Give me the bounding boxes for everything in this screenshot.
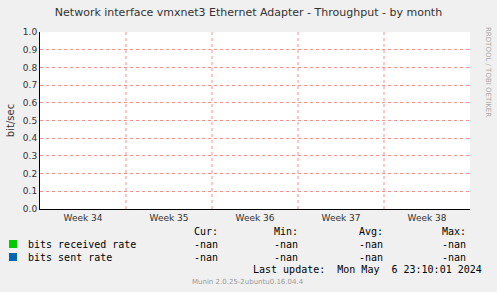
svg-text:0.2: 0.2	[23, 169, 37, 179]
svg-text:-nan: -nan	[194, 239, 218, 250]
svg-text:-nan: -nan	[442, 239, 466, 250]
svg-text:0.1: 0.1	[23, 186, 37, 196]
svg-text:-nan: -nan	[442, 252, 466, 263]
svg-text:bits sent rate: bits sent rate	[28, 252, 112, 263]
svg-text:bits received rate: bits received rate	[28, 239, 136, 250]
svg-text:Network interface vmxnet3 Ethe: Network interface vmxnet3 Ethernet Adapt…	[55, 6, 442, 19]
svg-text:Week 35: Week 35	[150, 213, 189, 223]
svg-text:Week 38: Week 38	[408, 213, 447, 223]
svg-text:0.8: 0.8	[23, 63, 38, 73]
svg-text:Week 34: Week 34	[64, 213, 103, 223]
svg-text:Max:: Max:	[442, 226, 466, 237]
svg-text:0.4: 0.4	[23, 133, 38, 143]
svg-text:0.0: 0.0	[23, 204, 38, 214]
svg-text:bit/sec: bit/sec	[5, 104, 16, 137]
svg-text:-nan: -nan	[194, 252, 218, 263]
svg-text:-nan: -nan	[274, 239, 298, 250]
svg-text:Min:: Min:	[274, 226, 298, 237]
svg-text:-nan: -nan	[274, 252, 298, 263]
svg-text:-nan: -nan	[359, 252, 383, 263]
svg-text:0.9: 0.9	[23, 45, 38, 55]
svg-text:RRDTOOL / TOBI OETIKER: RRDTOOL / TOBI OETIKER	[484, 27, 492, 117]
svg-text:Week 37: Week 37	[322, 213, 361, 223]
svg-text:0.3: 0.3	[23, 151, 37, 161]
svg-text:-nan: -nan	[359, 239, 383, 250]
svg-text:Last update: Mon May 6 23:10: Last update: Mon May 6 23:10:01 2024	[253, 264, 482, 275]
svg-text:1.0: 1.0	[23, 27, 38, 37]
svg-text:0.6: 0.6	[23, 98, 38, 108]
svg-text:Munin 2.0.25-2ubuntu0.16.04.4: Munin 2.0.25-2ubuntu0.16.04.4	[192, 278, 304, 286]
svg-text:Cur:: Cur:	[194, 226, 218, 237]
svg-text:0.7: 0.7	[23, 80, 37, 90]
svg-text:0.5: 0.5	[23, 116, 37, 126]
svg-text:Week 36: Week 36	[236, 213, 275, 223]
svg-text:Avg:: Avg:	[359, 226, 383, 237]
